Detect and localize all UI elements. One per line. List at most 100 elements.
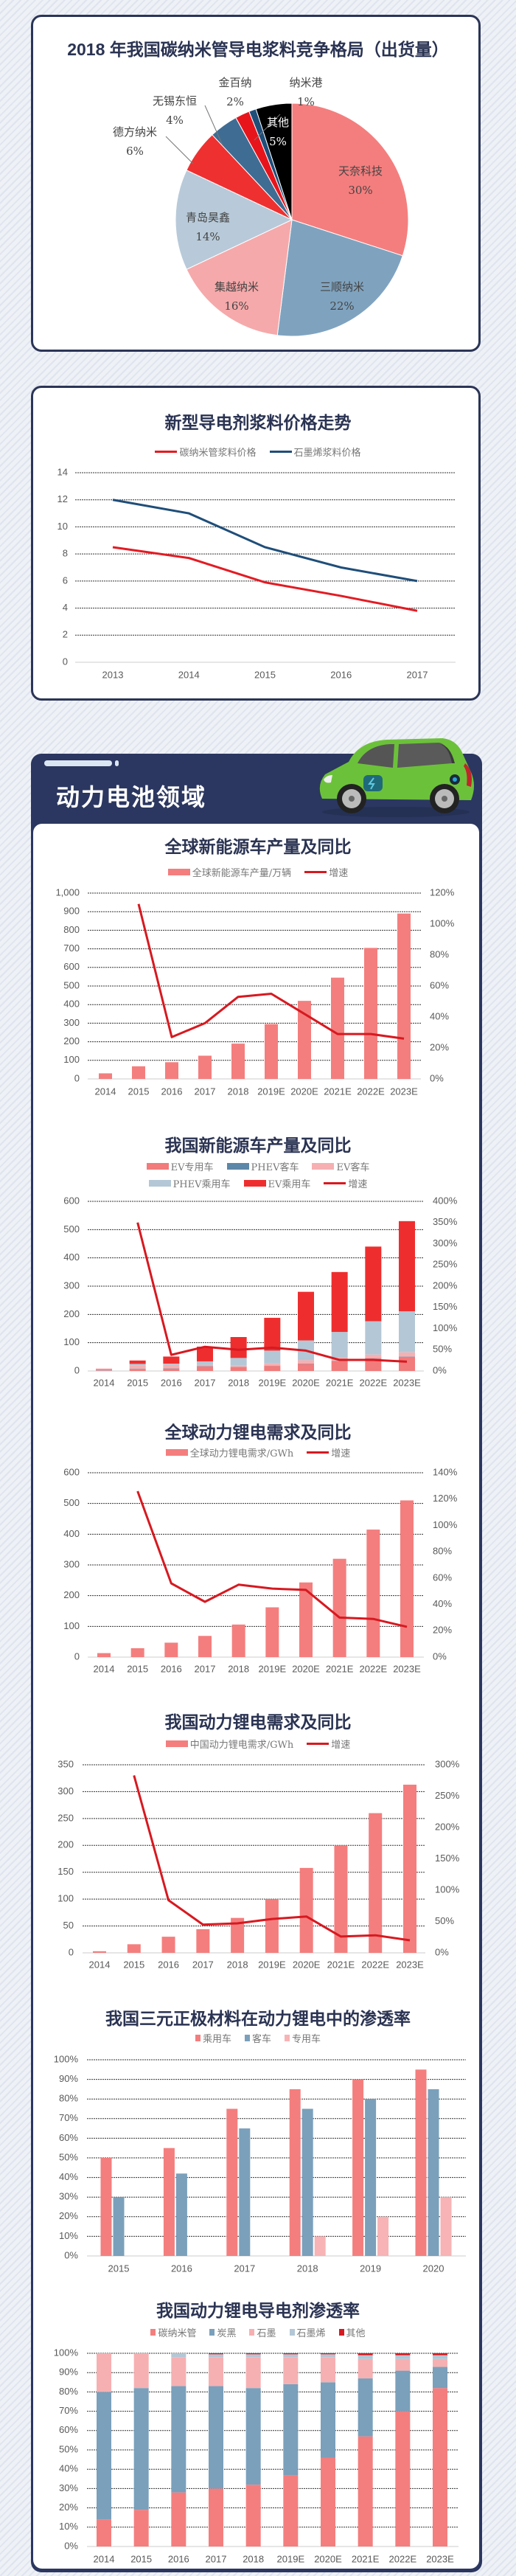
bar: [175, 2173, 187, 2256]
stacked-bar-segment: [209, 2354, 223, 2358]
stacked-bar-segment: [433, 2388, 447, 2547]
pie-slice-value: 30%: [348, 184, 372, 197]
legend-swatch: [249, 2329, 255, 2336]
bar: [397, 913, 411, 1079]
legend-item: 全球新能源车产量/万辆: [167, 865, 292, 879]
growth-line: [136, 1222, 408, 1363]
stacked-bar-segment: [365, 1246, 382, 1322]
stacked-bar-segment: [358, 2436, 373, 2547]
x-tick-label: 2022E: [357, 1086, 385, 1097]
x-tick-label: 2018: [228, 1377, 249, 1388]
pie-slice-value: 2%: [226, 95, 244, 108]
legend-row: 中国动力锂电需求/GWh 增速: [165, 1737, 350, 1751]
bar: [132, 1066, 145, 1079]
bar: [130, 1648, 144, 1657]
stacked-bar-segment: [321, 2382, 335, 2458]
bar: [314, 2236, 326, 2256]
pie-leader-line: [165, 136, 194, 164]
y-left-tick-label: 0: [69, 1946, 74, 1957]
china-nev-legend: EV专用车 PHEV客车 EV客车 PHEV乘用车 EV乘用车 增速: [0, 1159, 516, 1190]
y-tick-label: 4: [63, 602, 68, 613]
stacked-bar-segment: [171, 2357, 186, 2386]
global-li-chart-title: 全球动力锂电需求及同比: [164, 1423, 352, 1442]
pie-chart-title: 2018 年我国碳纳米管导电浆料竞争格局（出货量）: [67, 40, 449, 59]
pie-slice-label: 纳米港: [289, 76, 322, 89]
legend-item: 乘用车: [195, 2031, 231, 2045]
stacked-bar-segment: [433, 2353, 447, 2355]
stacked-bar-segment: [399, 1356, 415, 1371]
legend-swatch: [269, 451, 292, 453]
y-left-tick-label: 1,000: [55, 886, 80, 898]
stacked-bar-segment: [365, 1354, 382, 1358]
growth-line: [137, 903, 405, 1040]
y-tick-label: 10: [57, 521, 68, 532]
pie-slice-label: 其他: [267, 116, 289, 129]
x-tick-label: 2013: [102, 669, 124, 680]
pie-slice-value: 4%: [166, 114, 184, 127]
ternary-legend: 乘用车 客车 专用车: [0, 2031, 516, 2045]
x-tick-label: 2020E: [292, 1663, 320, 1674]
y-right-tick-label: 300%: [435, 1758, 460, 1769]
stacked-bar-segment: [264, 1350, 281, 1364]
y-tick-label: 6: [63, 574, 68, 586]
y-left-tick-label: 600: [63, 1195, 80, 1206]
bar: [97, 1653, 111, 1657]
y-right-tick-label: 20%: [433, 1625, 452, 1636]
y-right-tick-label: 400%: [433, 1195, 458, 1206]
stacked-bar-segment: [129, 1364, 146, 1366]
x-tick-label: 2019E: [257, 1086, 285, 1097]
y-right-tick-label: 250%: [433, 1259, 458, 1270]
legend-swatch: [165, 1740, 188, 1747]
y-tick-label: 8: [63, 548, 68, 559]
legend-item: 其他: [338, 2325, 366, 2339]
x-tick-label: 2020: [423, 2263, 444, 2274]
legend-label: PHEV客车: [251, 1162, 299, 1173]
x-tick-label: 2016: [171, 2263, 192, 2274]
y-right-tick-label: 150%: [433, 1301, 458, 1312]
y-right-tick-label: 0%: [430, 1072, 444, 1083]
x-tick-label: 2016: [161, 1086, 183, 1097]
pie-slice-value: 6%: [126, 145, 144, 158]
legend-swatch: [285, 2035, 290, 2041]
x-tick-label: 2021E: [352, 2553, 380, 2564]
y-right-tick-label: 200%: [433, 1280, 458, 1291]
stacked-bar-segment: [171, 2353, 186, 2358]
y-left-tick-label: 200: [57, 1839, 74, 1850]
y-left-tick-label: 300: [63, 1017, 80, 1028]
legend-label: 乘用车: [202, 2034, 231, 2045]
ternary-chart-title: 我国三元正极材料在动力锂电中的渗透率: [105, 2009, 411, 2028]
y-left-tick-label: 600: [63, 961, 80, 972]
pie-slice-label: 青岛昊鑫: [186, 211, 230, 224]
legend-swatch: [244, 2035, 250, 2041]
pie-leader-line: [254, 114, 281, 141]
bar: [165, 1062, 178, 1079]
legend-label: 专用车: [292, 2034, 321, 2045]
stacked-bar-segment: [209, 2357, 223, 2386]
y-left-tick-label: 100: [63, 1336, 80, 1347]
legend-swatch: [338, 2329, 344, 2336]
y-left-tick-label: 250: [57, 1812, 74, 1823]
y-right-tick-label: 150%: [435, 1853, 460, 1864]
bar: [299, 1582, 313, 1657]
y-left-tick-label: 70%: [59, 2112, 78, 2123]
stacked-bar-segment: [133, 2388, 149, 2510]
pie-slice-label: 天奈科技: [338, 164, 383, 178]
stacked-bar-segment: [129, 1360, 146, 1364]
x-tick-label: 2014: [178, 669, 200, 680]
x-tick-label: 2016: [161, 1377, 182, 1388]
stacked-bar-segment: [245, 2353, 261, 2355]
legend-row: EV专用车 PHEV客车 EV客车: [146, 1159, 369, 1173]
stacked-bar-segment: [358, 2353, 373, 2355]
legend-item: PHEV乘用车: [148, 1176, 231, 1190]
pie-slice-label: 集越纳米: [215, 280, 259, 294]
legend-swatch: [324, 1182, 346, 1184]
y-right-tick-label: 50%: [435, 1915, 454, 1926]
bar: [231, 1917, 245, 1953]
legend-item: 全球动力锂电需求/GWh: [165, 1445, 293, 1459]
x-tick-label: 2015: [108, 2263, 130, 2274]
price-chart-title: 新型导电剂浆料价格走势: [164, 413, 352, 432]
x-tick-label: 2022E: [360, 1663, 388, 1674]
series-line: [112, 546, 418, 612]
legend-swatch: [167, 869, 190, 875]
legend-label: 全球新能源车产量/万辆: [192, 868, 292, 879]
